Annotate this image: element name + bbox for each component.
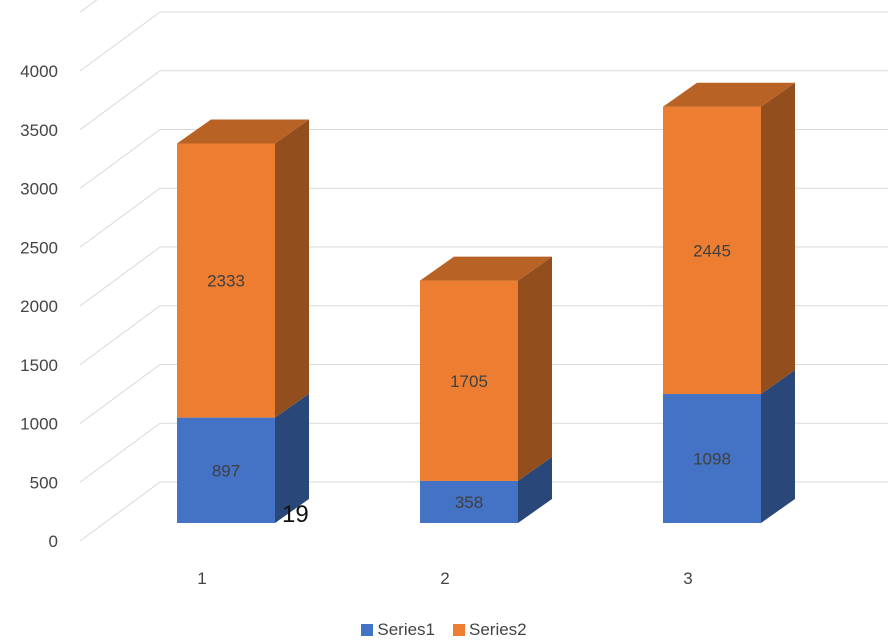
gridline-diagonal — [80, 130, 160, 189]
y-tick-label: 2500 — [20, 238, 58, 257]
y-tick-label: 4000 — [20, 62, 58, 81]
bar-side-series1 — [761, 370, 795, 523]
y-tick-label: 3500 — [20, 121, 58, 140]
gridline-diagonal — [80, 188, 160, 247]
gridline-diagonal — [80, 247, 160, 306]
x-tick-label: 3 — [683, 569, 692, 588]
legend-label-series1: Series1 — [377, 620, 435, 640]
legend: Series1 Series2 — [0, 620, 888, 640]
bar-side-series2 — [275, 119, 309, 417]
y-tick-label: 3000 — [20, 180, 58, 199]
y-axis: 0 500 1000 1500 2000 2500 3000 3500 4000 — [20, 62, 58, 551]
data-label: 1705 — [450, 372, 488, 391]
legend-swatch-series2 — [453, 624, 465, 636]
x-tick-label: 1 — [197, 569, 206, 588]
legend-item-series1: Series1 — [361, 620, 435, 640]
legend-label-series2: Series2 — [469, 620, 527, 640]
y-tick-label: 1000 — [20, 415, 58, 434]
gridline-diagonal — [80, 12, 160, 71]
legend-item-series2: Series2 — [453, 620, 527, 640]
gridline-diagonal — [80, 306, 160, 365]
x-axis: 1 2 3 — [197, 569, 692, 588]
x-tick-label: 2 — [440, 569, 449, 588]
gridline-diagonal — [80, 71, 160, 130]
stray-annotation: 19 — [282, 501, 309, 528]
data-label: 2333 — [207, 272, 245, 291]
gridline-diagonal — [80, 365, 160, 424]
y-tick-label: 2000 — [20, 297, 58, 316]
data-label: 897 — [212, 461, 240, 480]
gridline-diagonal — [80, 0, 160, 12]
gridline-diagonal — [80, 423, 160, 482]
gridline-diagonal — [80, 482, 160, 541]
bar-side-series2 — [518, 257, 552, 481]
data-label: 358 — [455, 493, 483, 512]
y-tick-label: 0 — [49, 532, 58, 551]
data-label: 1098 — [693, 449, 731, 468]
legend-swatch-series1 — [361, 624, 373, 636]
bars: 897 2333 358 1705 1098 2445 — [177, 83, 795, 523]
bar-side-series2 — [761, 83, 795, 394]
y-tick-label: 500 — [30, 473, 58, 492]
y-tick-label: 1500 — [20, 356, 58, 375]
data-label: 2445 — [693, 241, 731, 260]
